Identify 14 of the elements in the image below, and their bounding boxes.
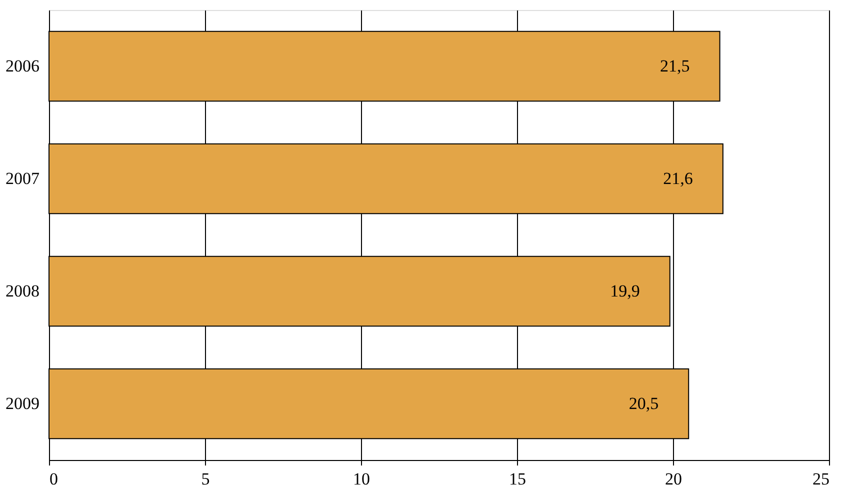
data-label: 21,5: [660, 56, 690, 76]
data-label: 19,9: [610, 281, 640, 300]
x-tick-label: 5: [201, 470, 210, 488]
y-tick-label: 2009: [6, 394, 40, 413]
x-tick-label: 10: [353, 470, 370, 488]
x-tick-label: 0: [50, 470, 58, 488]
x-tick-label: 25: [812, 470, 830, 488]
y-tick-label: 2007: [6, 168, 40, 188]
y-tick-label: 2006: [6, 56, 40, 76]
data-label: 21,6: [663, 168, 693, 188]
x-tick-label: 15: [509, 470, 526, 488]
x-tick-label: 20: [665, 470, 682, 488]
data-label: 20,5: [628, 394, 659, 413]
y-tick-label: 2008: [6, 281, 40, 300]
